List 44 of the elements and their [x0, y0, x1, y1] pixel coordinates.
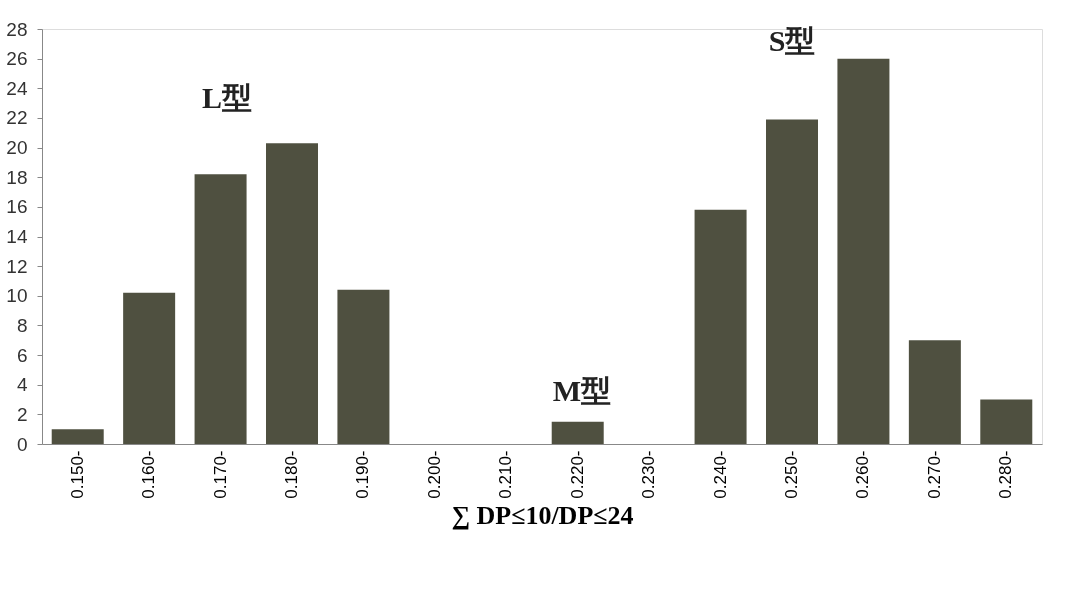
annotation: L型 — [201, 81, 253, 114]
bar — [551, 421, 604, 444]
bar — [694, 209, 747, 444]
y-tick-label: 12 — [6, 255, 28, 277]
x-tick-label: 0.210- — [496, 450, 516, 499]
y-tick-label: 8 — [16, 314, 28, 336]
x-tick-label: 0.240- — [710, 450, 730, 499]
bar — [337, 289, 390, 444]
x-tick-label: 0.220- — [567, 450, 587, 499]
y-tick-label: 20 — [6, 137, 28, 159]
y-tick-label: 16 — [6, 196, 28, 218]
x-tick-label: 0.180- — [282, 450, 301, 499]
bar — [266, 143, 318, 444]
x-tick-label: 0.200- — [424, 450, 444, 499]
x-tick-label: 0.230- — [639, 450, 659, 499]
y-tick-label: 28 — [6, 18, 28, 40]
bar — [51, 429, 104, 444]
y-tick-label: 4 — [16, 374, 28, 396]
bar — [908, 340, 961, 444]
x-tick-label: 0.280- — [996, 450, 1016, 499]
y-tick-label: 6 — [16, 344, 28, 366]
x-tick-label: 0.160- — [139, 450, 159, 499]
bar — [194, 174, 247, 444]
x-tick-label: 0.170- — [210, 450, 230, 499]
y-tick-label: 14 — [6, 226, 28, 247]
annotation: M型 — [552, 374, 612, 407]
y-tick-label: 10 — [6, 285, 28, 307]
y-tick-label: 22 — [6, 107, 28, 129]
bar — [980, 399, 1033, 444]
x-tick-label: 0.250- — [782, 450, 801, 499]
y-tick-label: 2 — [16, 403, 28, 425]
bar — [123, 292, 176, 444]
annotation: S型 — [768, 24, 816, 57]
bar — [837, 58, 890, 444]
y-tick-label: 24 — [6, 77, 28, 99]
bar — [766, 119, 818, 444]
y-tick-label: 18 — [6, 166, 28, 188]
y-tick-label: 26 — [6, 48, 28, 70]
x-tick-label: 0.150- — [67, 450, 87, 499]
x-tick-label: 0.190- — [353, 450, 373, 499]
x-tick-label: 0.270- — [924, 450, 944, 499]
x-tick-label: 0.260- — [853, 450, 873, 499]
y-tick-label: 0 — [16, 433, 28, 455]
x-axis-title: ∑ DP≤10/DP≤24 — [451, 500, 634, 530]
